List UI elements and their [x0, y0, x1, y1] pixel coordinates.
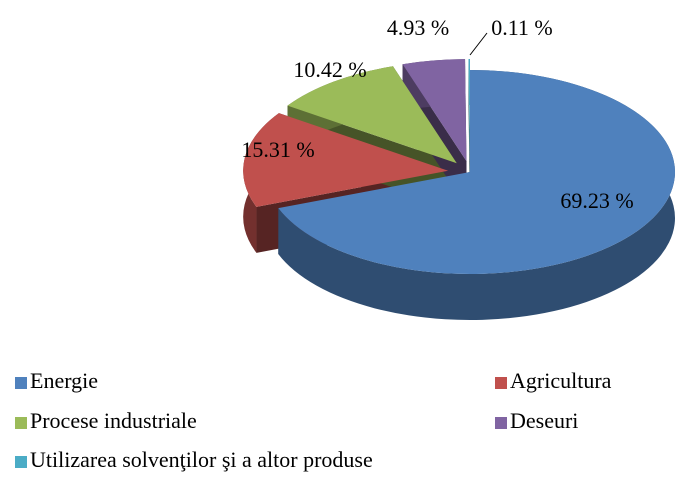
slice: [243, 113, 449, 207]
legend-label: Agricultura: [510, 368, 612, 393]
legend-label: Procese industriale: [30, 408, 197, 433]
legend-swatch: [15, 377, 27, 389]
legend-swatch: [15, 456, 27, 468]
legend-swatch: [495, 417, 507, 429]
data-label: 0.11 %: [491, 15, 553, 40]
data-label: 15.31 %: [241, 137, 314, 162]
legend-swatch: [15, 417, 27, 429]
legend-swatch: [495, 377, 507, 389]
legend-label: Energie: [30, 368, 98, 393]
data-label: 4.93 %: [387, 15, 449, 40]
legend-label: Utilizarea solvenţilor şi a altor produs…: [30, 447, 373, 472]
data-label: 69.23 %: [560, 188, 633, 213]
slice: [278, 70, 676, 274]
data-label: 10.42 %: [293, 57, 366, 82]
leader-line: [469, 32, 488, 56]
slice: [402, 59, 467, 162]
slice: [287, 66, 457, 164]
legend-label: Deseuri: [510, 408, 578, 433]
slice: [468, 59, 470, 162]
